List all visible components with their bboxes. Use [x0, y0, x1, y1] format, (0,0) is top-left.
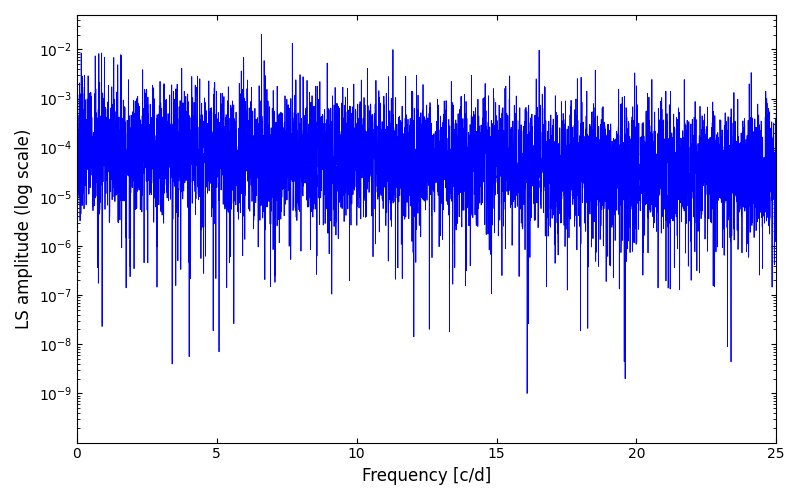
X-axis label: Frequency [c/d]: Frequency [c/d] — [362, 467, 491, 485]
Y-axis label: LS amplitude (log scale): LS amplitude (log scale) — [15, 128, 33, 329]
